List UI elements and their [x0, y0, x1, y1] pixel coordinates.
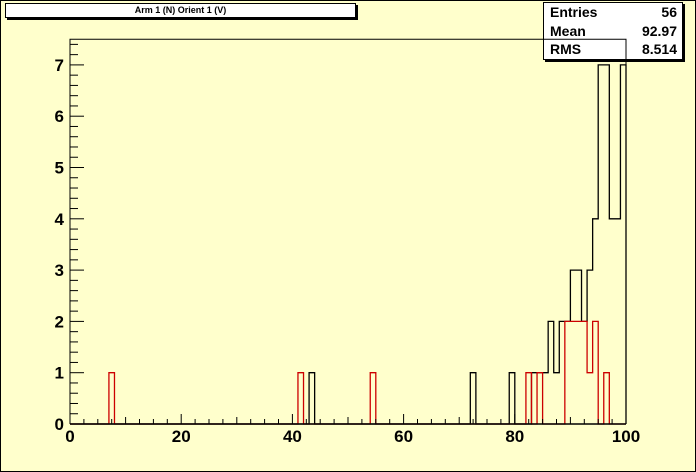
y-tick-label: 0 [55, 415, 64, 434]
y-tick-label: 1 [55, 364, 64, 383]
y-tick-label: 6 [55, 107, 64, 126]
y-tick-label: 7 [55, 56, 64, 75]
y-tick-label: 5 [55, 159, 64, 178]
y-tick-label: 2 [55, 312, 64, 331]
stats-entries-label: Entries [550, 4, 598, 20]
stats-mean-label: Mean [550, 22, 586, 39]
y-tick-label: 3 [55, 261, 64, 280]
x-tick-label: 40 [283, 427, 302, 446]
stats-rms-label: RMS [550, 41, 582, 57]
stats-entries-value: 56 [661, 4, 677, 20]
plot-frame [69, 38, 627, 424]
stats-box: Entries 56 Mean 92.97 RMS 8.514 [543, 2, 683, 60]
stats-row-entries: Entries 56 [544, 3, 682, 22]
x-tick-label: 0 [65, 427, 74, 446]
stats-row-rms: RMS 8.514 [544, 40, 682, 59]
x-tick-label: 80 [505, 427, 524, 446]
histogram-series-2 [70, 320, 626, 425]
stats-rms-value: 8.514 [641, 41, 677, 57]
stats-row-mean: Mean 92.97 [544, 22, 682, 41]
stats-mean-value: 92.97 [641, 22, 677, 39]
x-tick-label: 100 [612, 427, 640, 446]
x-tick-label: 60 [394, 427, 413, 446]
chart-title: Arm 1 (N) Orient 1 (V) [5, 3, 356, 18]
histogram-series-1 [70, 64, 627, 425]
x-tick-label: 20 [172, 427, 191, 446]
y-tick-label: 4 [55, 210, 65, 229]
